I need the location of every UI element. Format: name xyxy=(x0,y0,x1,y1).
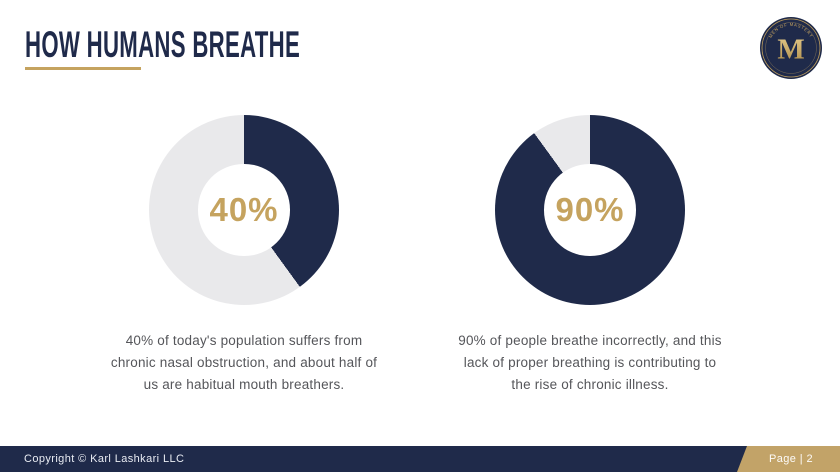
men-of-mastery-logo: MEN OF MASTERY M xyxy=(760,17,822,79)
chart-caption: 90% of people breathe incorrectly, and t… xyxy=(458,333,722,392)
chart-caption: 40% of today's population suffers from c… xyxy=(110,333,378,392)
logo-circle xyxy=(760,17,822,79)
page-number-tab: Page | 2 xyxy=(737,446,840,472)
donut-chart-40-percent: 40% xyxy=(149,115,339,305)
page-number-label: Page | 2 xyxy=(769,453,813,465)
donut-chart-90-percent: 90% xyxy=(495,115,685,305)
logo-monogram: M xyxy=(777,34,804,66)
logo-outer-ring xyxy=(761,18,821,78)
donut-center-label: 40% xyxy=(209,191,279,228)
footer-bar: Copyright © Karl Lashkari LLC Page | 2 xyxy=(0,446,840,472)
copyright-text: Copyright © Karl Lashkari LLC xyxy=(24,453,185,465)
title-underline xyxy=(25,67,141,70)
donut-hole: 90% xyxy=(544,164,636,256)
donut-hole: 40% xyxy=(198,164,290,256)
chart-section-incorrect-breathing: 90% 90% of people breathe incorrectly, a… xyxy=(445,115,735,396)
chart-section-nasal-obstruction: 40% 40% of today's population suffers fr… xyxy=(99,115,389,396)
donut-center-label: 90% xyxy=(555,191,625,228)
logo-inner-ring xyxy=(765,22,817,74)
page-title: HOW HUMANS BREATHE xyxy=(25,24,301,65)
